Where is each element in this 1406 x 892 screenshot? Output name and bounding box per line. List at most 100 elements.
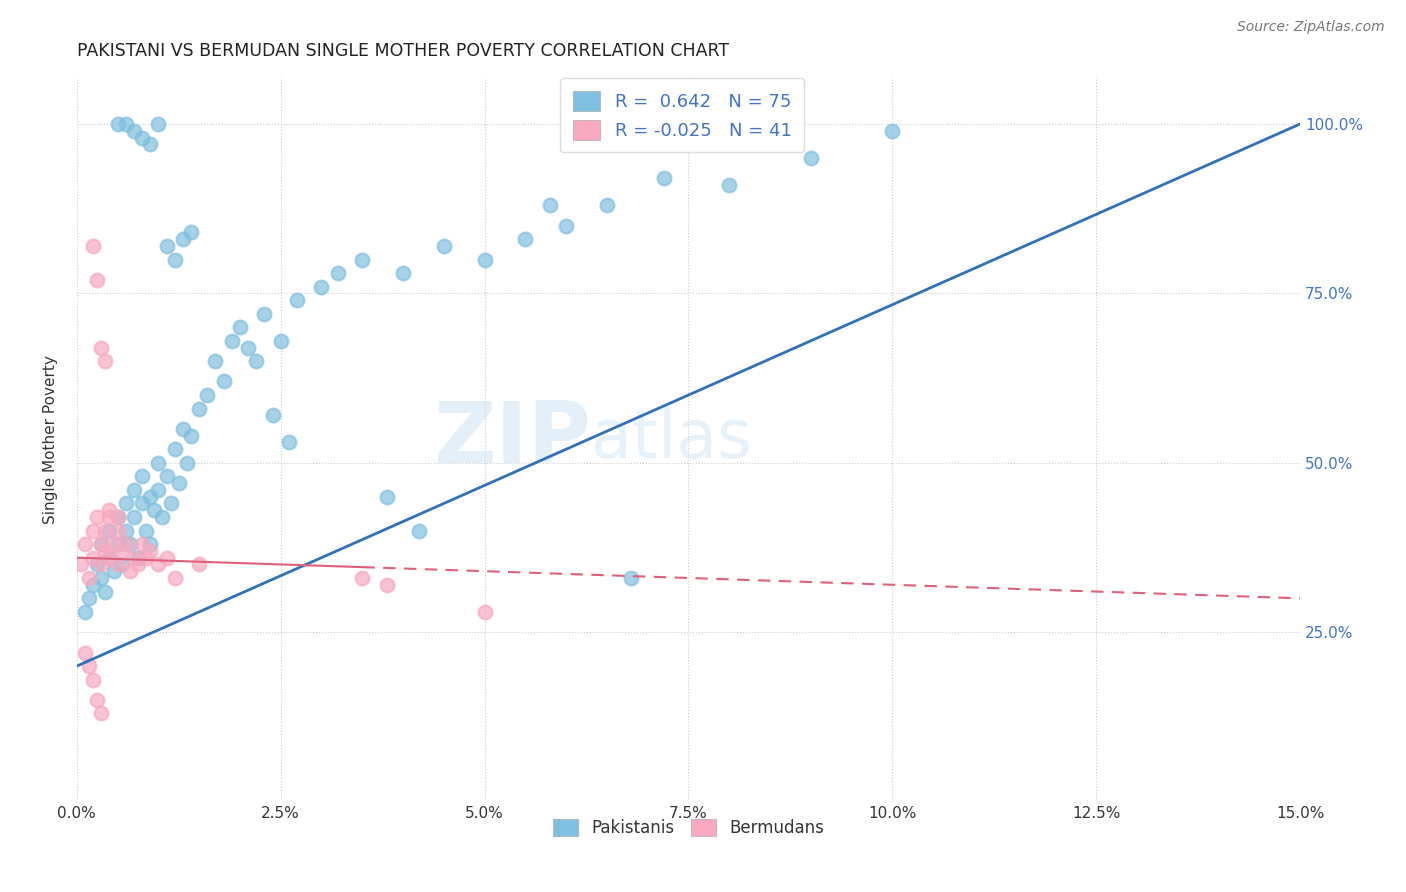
Point — [180, 428, 202, 442]
Point — [122, 510, 145, 524]
Point — [122, 550, 145, 565]
Point — [114, 524, 136, 538]
Point — [98, 524, 121, 538]
Point — [94, 524, 117, 538]
Point — [118, 564, 141, 578]
Point — [172, 232, 194, 246]
Point — [107, 117, 129, 131]
Point — [652, 171, 675, 186]
Point — [139, 490, 162, 504]
Point — [311, 279, 333, 293]
Point — [148, 117, 170, 131]
Point — [155, 469, 177, 483]
Point — [245, 354, 267, 368]
Point — [107, 510, 129, 524]
Point — [148, 483, 170, 497]
Point — [114, 537, 136, 551]
Point — [212, 375, 235, 389]
Point — [90, 537, 112, 551]
Point — [596, 198, 619, 212]
Point — [131, 469, 153, 483]
Point — [127, 550, 149, 565]
Point — [352, 571, 374, 585]
Point — [148, 456, 170, 470]
Point — [800, 151, 823, 165]
Point — [139, 537, 162, 551]
Point — [86, 558, 108, 572]
Point — [326, 266, 349, 280]
Point — [474, 252, 496, 267]
Point — [90, 558, 112, 572]
Point — [152, 510, 174, 524]
Point — [77, 591, 100, 606]
Point — [188, 558, 211, 572]
Point — [90, 537, 112, 551]
Point — [107, 558, 129, 572]
Point — [118, 537, 141, 551]
Point — [111, 558, 134, 572]
Point — [167, 476, 190, 491]
Text: Source: ZipAtlas.com: Source: ZipAtlas.com — [1237, 20, 1385, 34]
Point — [204, 354, 226, 368]
Point — [155, 239, 177, 253]
Point — [73, 605, 96, 619]
Point — [82, 673, 104, 687]
Point — [86, 510, 108, 524]
Text: PAKISTANI VS BERMUDAN SINGLE MOTHER POVERTY CORRELATION CHART: PAKISTANI VS BERMUDAN SINGLE MOTHER POVE… — [77, 42, 728, 60]
Point — [131, 537, 153, 551]
Point — [172, 422, 194, 436]
Point — [229, 320, 252, 334]
Point — [73, 537, 96, 551]
Point — [94, 544, 117, 558]
Point — [122, 124, 145, 138]
Point — [718, 178, 741, 192]
Point — [392, 266, 415, 280]
Point — [253, 307, 276, 321]
Point — [188, 401, 211, 416]
Y-axis label: Single Mother Poverty: Single Mother Poverty — [44, 355, 58, 524]
Point — [82, 578, 104, 592]
Point — [90, 571, 112, 585]
Point — [131, 496, 153, 510]
Point — [515, 232, 537, 246]
Point — [127, 558, 149, 572]
Point — [555, 219, 578, 233]
Point — [148, 558, 170, 572]
Point — [285, 293, 308, 308]
Point — [375, 490, 398, 504]
Point — [86, 693, 108, 707]
Point — [163, 252, 186, 267]
Point — [375, 578, 398, 592]
Point — [114, 496, 136, 510]
Point — [236, 341, 259, 355]
Point — [143, 503, 166, 517]
Point — [77, 571, 100, 585]
Point — [270, 334, 292, 348]
Point — [155, 550, 177, 565]
Point — [163, 571, 186, 585]
Point — [73, 646, 96, 660]
Point — [433, 239, 456, 253]
Text: atlas: atlas — [591, 406, 751, 472]
Point — [107, 524, 129, 538]
Point — [277, 435, 299, 450]
Point — [139, 137, 162, 152]
Point — [139, 544, 162, 558]
Point — [195, 388, 218, 402]
Point — [408, 524, 430, 538]
Point — [176, 456, 198, 470]
Text: ZIP: ZIP — [433, 398, 591, 481]
Point — [882, 124, 904, 138]
Point — [70, 558, 93, 572]
Point — [107, 510, 129, 524]
Point — [163, 442, 186, 457]
Point — [98, 550, 121, 565]
Point — [538, 198, 561, 212]
Point — [114, 117, 136, 131]
Point — [98, 550, 121, 565]
Point — [135, 550, 157, 565]
Point — [77, 659, 100, 673]
Point — [221, 334, 243, 348]
Point — [86, 273, 108, 287]
Point — [262, 409, 284, 423]
